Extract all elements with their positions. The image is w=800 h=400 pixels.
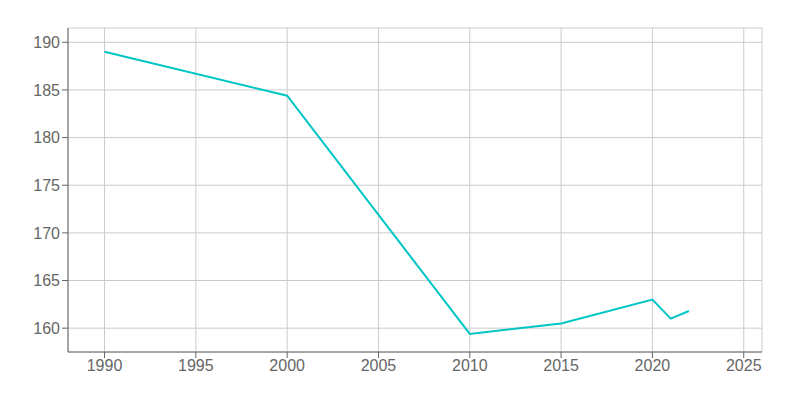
svg-text:2020: 2020 — [635, 357, 671, 374]
svg-text:2000: 2000 — [269, 357, 305, 374]
svg-text:2010: 2010 — [452, 357, 488, 374]
svg-text:180: 180 — [33, 129, 60, 146]
svg-text:2005: 2005 — [361, 357, 397, 374]
svg-text:2015: 2015 — [543, 357, 579, 374]
svg-text:165: 165 — [33, 272, 60, 289]
svg-text:190: 190 — [33, 34, 60, 51]
svg-text:170: 170 — [33, 225, 60, 242]
svg-text:1995: 1995 — [178, 357, 214, 374]
svg-text:2025: 2025 — [726, 357, 762, 374]
svg-text:160: 160 — [33, 320, 60, 337]
svg-text:175: 175 — [33, 177, 60, 194]
svg-text:1990: 1990 — [87, 357, 123, 374]
svg-text:185: 185 — [33, 82, 60, 99]
